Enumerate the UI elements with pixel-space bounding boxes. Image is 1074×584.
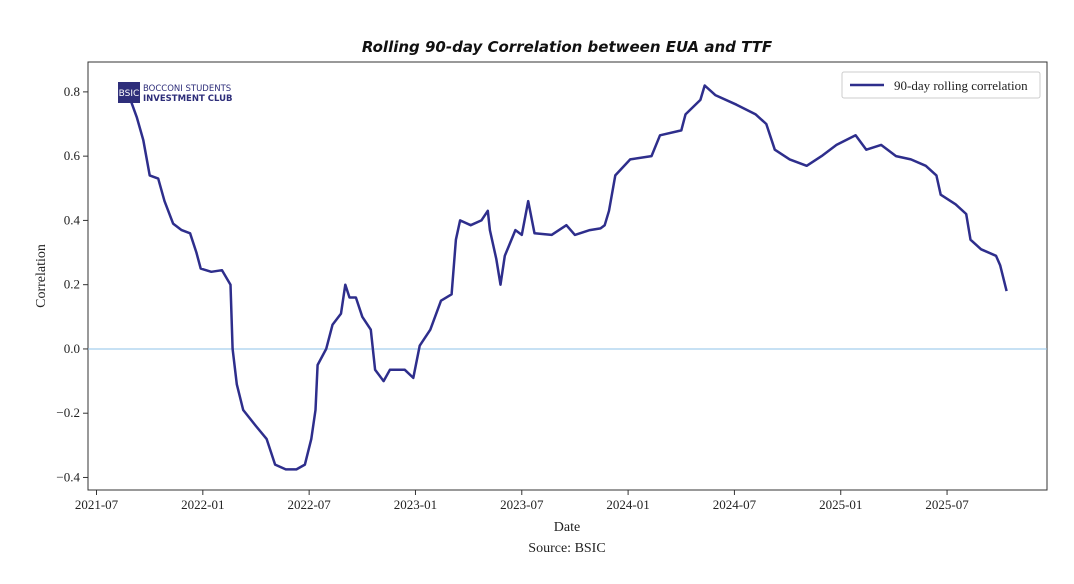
x-tick-label: 2022-07	[287, 497, 331, 512]
y-tick-label: 0.4	[64, 212, 81, 227]
legend-label: 90-day rolling correlation	[894, 78, 1028, 93]
x-tick-label: 2023-07	[500, 497, 544, 512]
x-tick-label: 2023-01	[394, 497, 437, 512]
y-tick-label: 0.6	[64, 148, 81, 163]
x-tick-label: 2025-07	[925, 497, 969, 512]
plot-frame	[87, 61, 1048, 491]
source-note: Source: BSIC	[528, 541, 605, 556]
y-tick-label: 0.0	[64, 341, 80, 356]
x-tick-label: 2024-01	[606, 497, 649, 512]
logo-line1: BOCCONI STUDENTS	[143, 84, 231, 94]
chart-title: Rolling 90-day Correlation between EUA a…	[362, 38, 773, 56]
legend-box	[841, 71, 1041, 99]
x-tick-label: 2025-01	[819, 497, 862, 512]
x-axis: 2021-07 2022-01 2022-07 2023-01 2023-07 2024-…	[75, 490, 969, 512]
bsic-logo: BSIC BOCCONI STUDENTS INVESTMENT CLUB	[118, 82, 232, 104]
logo-badge-text: BSIC	[119, 89, 140, 99]
y-axis: 0.8 0.6 0.4 0.2 0.0 −0.2 −0.4	[56, 84, 88, 484]
legend: 90-day rolling correlation	[841, 71, 1041, 99]
y-tick-label: −0.2	[56, 405, 80, 420]
y-axis-label: Correlation	[34, 244, 49, 308]
x-tick-label: 2022-01	[181, 497, 224, 512]
y-tick-label: −0.4	[56, 469, 80, 484]
x-tick-label: 2024-07	[713, 497, 757, 512]
x-axis-label: Date	[554, 520, 580, 535]
x-tick-label: 2021-07	[75, 497, 119, 512]
logo-badge	[118, 82, 140, 103]
logo-line2: INVESTMENT CLUB	[143, 94, 232, 104]
y-tick-label: 0.8	[64, 84, 80, 99]
y-tick-label: 0.2	[64, 277, 80, 292]
series-line-90-day-rolling-correlation	[118, 84, 1008, 471]
